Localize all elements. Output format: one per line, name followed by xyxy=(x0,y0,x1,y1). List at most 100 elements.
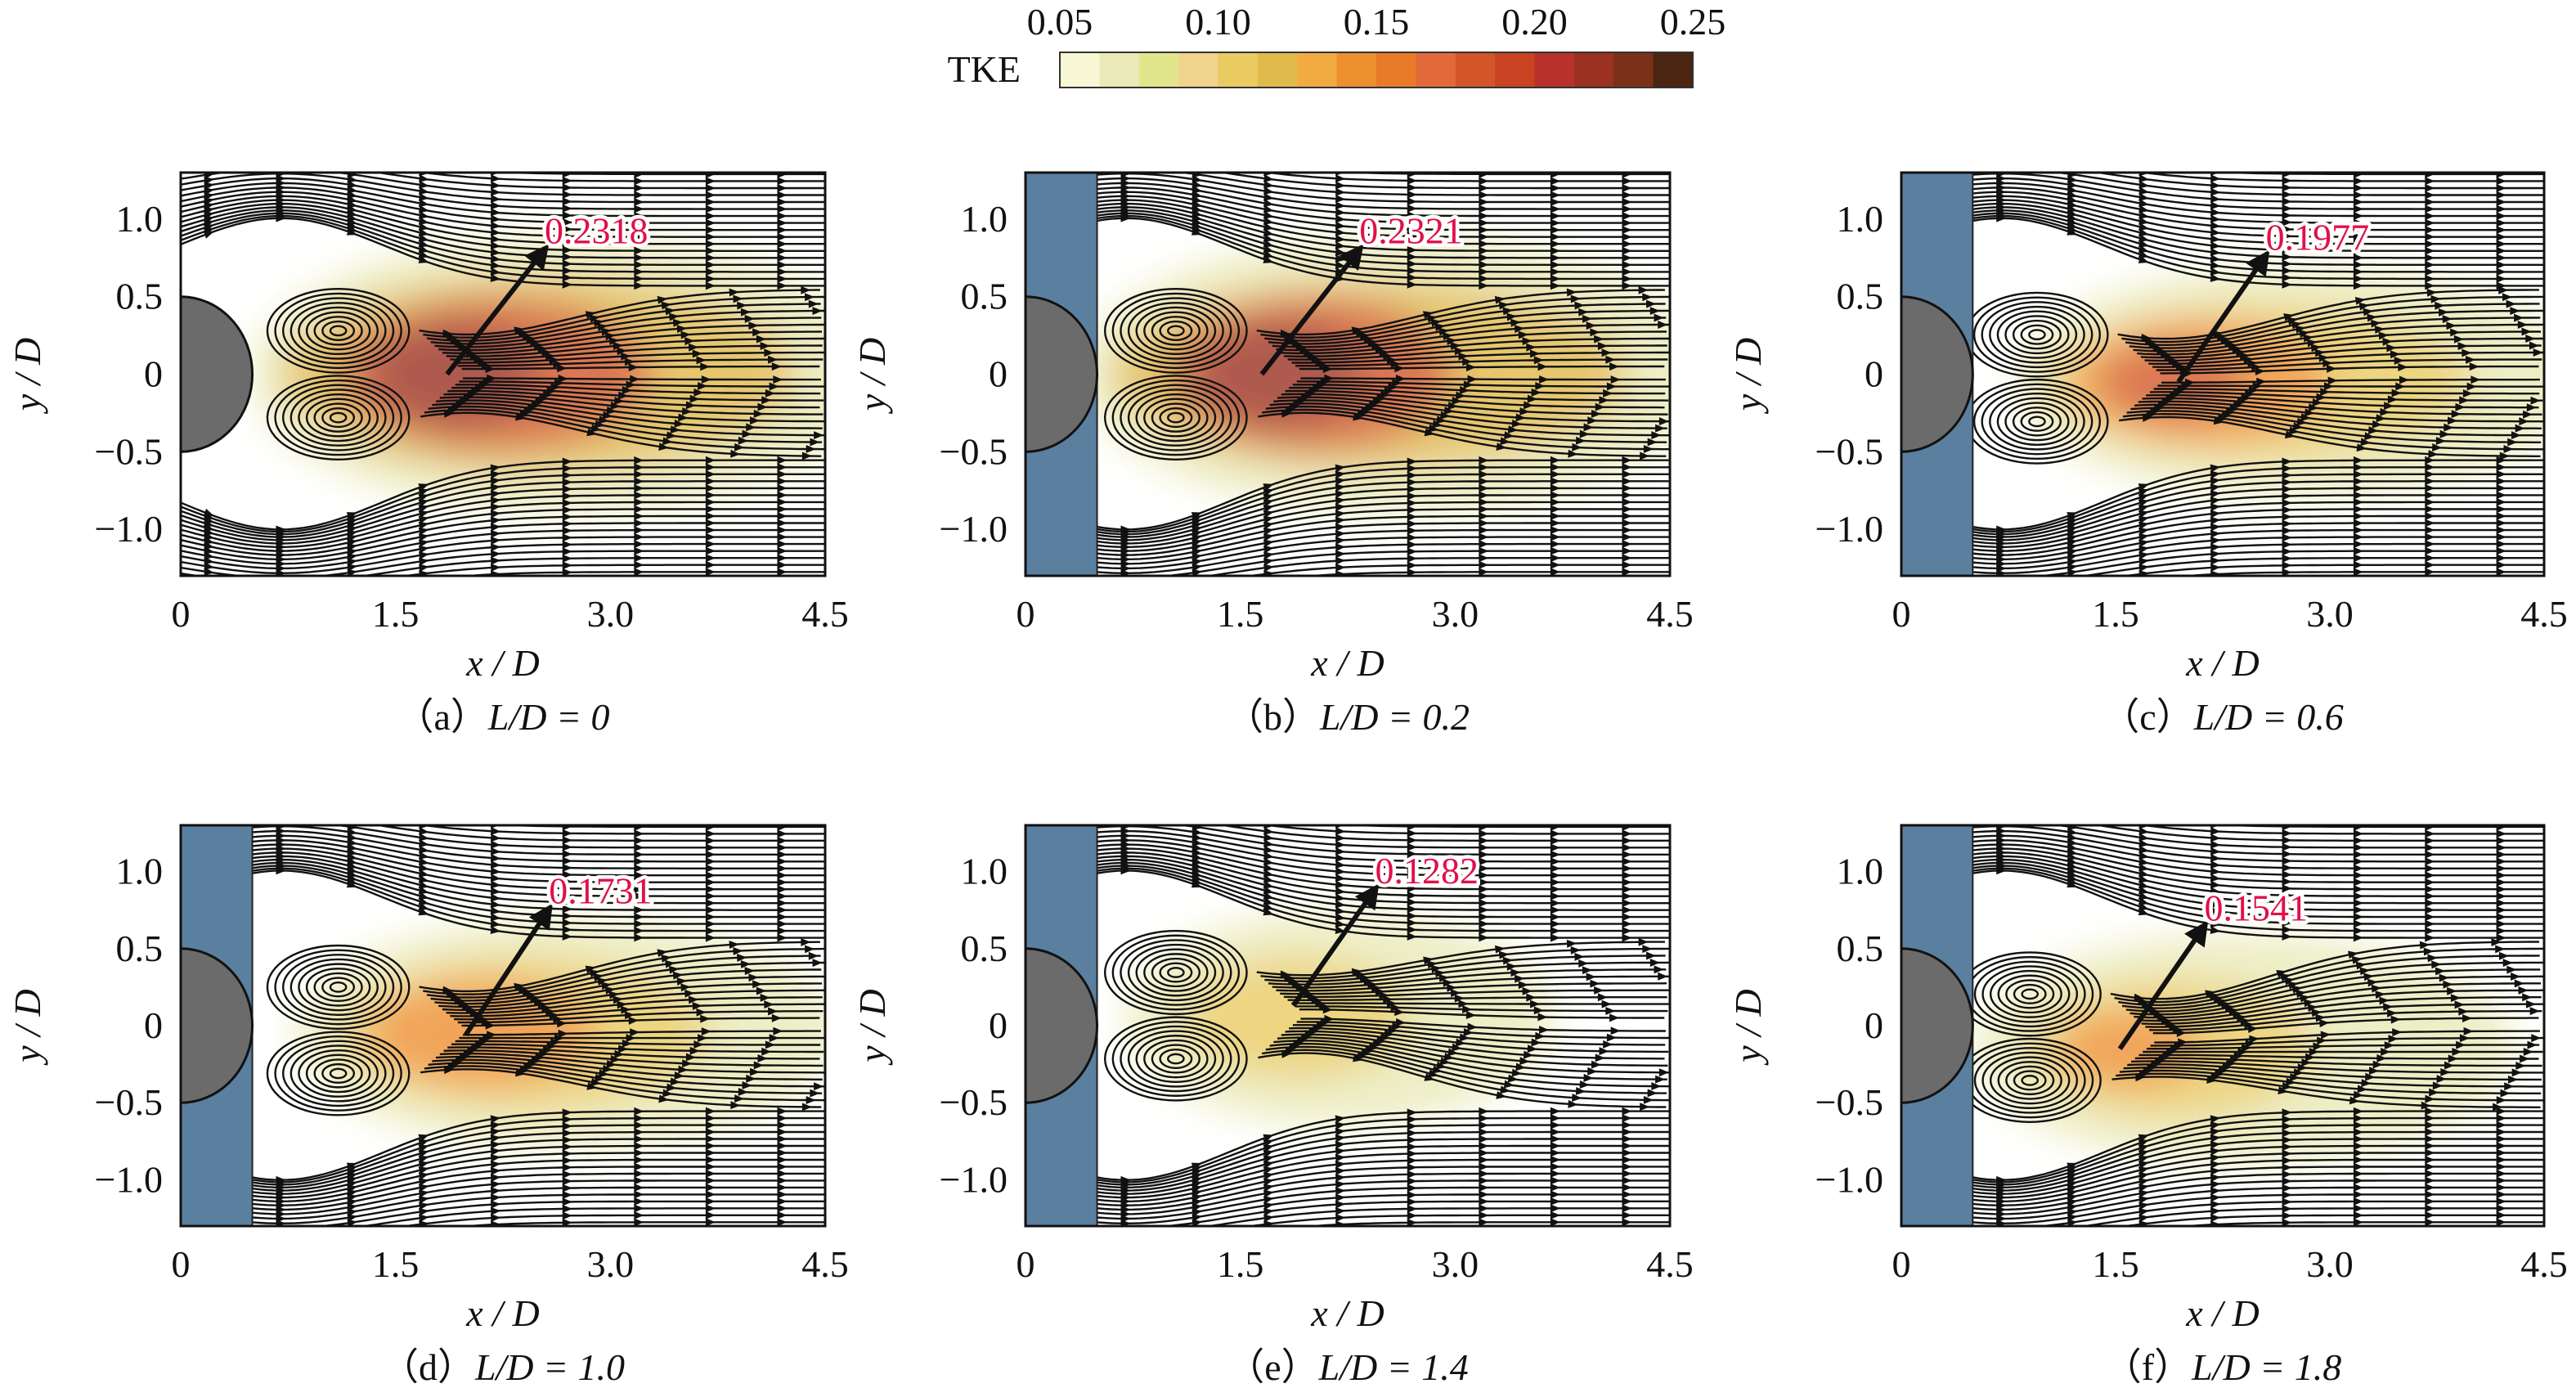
streamline-arrow xyxy=(2466,355,2476,364)
x-axis-label: x / D xyxy=(2185,1292,2259,1334)
streamline-arrow xyxy=(1498,950,1510,959)
streamline-arrow xyxy=(2353,267,2363,276)
streamline-arrow xyxy=(700,1014,711,1023)
streamline xyxy=(1025,858,1670,911)
streamline xyxy=(1273,1040,1667,1080)
streamline-arrow xyxy=(2439,973,2449,982)
streamline-arrow xyxy=(1386,999,1397,1008)
streamline-arrow xyxy=(1263,1184,1274,1193)
streamline xyxy=(1256,289,1665,336)
streamline-arrow xyxy=(734,442,745,451)
streamline-arrow xyxy=(1371,342,1381,350)
streamline xyxy=(1025,550,1670,576)
vortex-streamline xyxy=(1151,1044,1200,1074)
streamline xyxy=(2114,947,2543,1004)
streamline-arrow xyxy=(1640,451,1650,460)
streamline-arrow xyxy=(2353,1218,2363,1226)
streamline-arrow xyxy=(2425,497,2435,506)
streamline-arrow xyxy=(777,857,788,866)
streamline-arrow xyxy=(2067,1162,2078,1170)
streamline-arrow xyxy=(777,1211,788,1220)
streamline-arrow xyxy=(2447,986,2457,995)
streamline-arrow xyxy=(634,885,644,894)
streamline-arrow xyxy=(490,516,501,525)
streamline-arrow xyxy=(701,375,711,384)
streamline xyxy=(1025,839,1670,877)
streamline-arrow xyxy=(2210,241,2221,250)
streamline-arrow xyxy=(777,871,788,880)
streamline xyxy=(1268,309,1670,345)
streamline xyxy=(1025,1207,1670,1226)
streamline-arrow xyxy=(1479,1114,1489,1123)
streamline-arrow xyxy=(276,149,286,157)
streamline xyxy=(2137,989,2544,1022)
streamline-arrow xyxy=(1121,595,1131,604)
streamline-arrow xyxy=(1435,1061,1447,1070)
streamline-arrow xyxy=(1622,173,1632,178)
streamline-arrow xyxy=(1335,919,1346,928)
streamline-arrow xyxy=(2138,1166,2149,1175)
streamline-arrow xyxy=(2235,348,2246,357)
streamlines xyxy=(1901,825,2544,1235)
vortex-streamline xyxy=(1997,974,2062,1014)
streamline-arrow xyxy=(634,926,644,935)
streamline-arrow xyxy=(2463,1026,2474,1035)
streamline-arrow xyxy=(1622,554,1632,563)
streamline-arrow xyxy=(1335,181,1346,190)
streamline-arrow xyxy=(490,241,501,250)
vortex-streamline xyxy=(2013,983,2047,1004)
streamline-arrow xyxy=(1603,1040,1613,1049)
streamline-arrow xyxy=(1550,1128,1560,1137)
streamline-arrow xyxy=(2210,1227,2220,1235)
streamline-arrow xyxy=(634,919,644,928)
streamline-arrow xyxy=(1479,183,1489,192)
colorbar-swatch xyxy=(1336,52,1377,88)
streamline-arrow xyxy=(2496,885,2506,894)
streamline-arrow xyxy=(705,218,716,227)
streamline-arrow xyxy=(2353,1183,2363,1192)
plot-frame xyxy=(1024,824,1672,1228)
streamline xyxy=(1264,303,1666,342)
streamline xyxy=(1025,557,1670,576)
streamline-arrow xyxy=(2360,438,2371,447)
streamline-arrow xyxy=(1550,540,1560,549)
streamline-arrow xyxy=(705,1121,716,1130)
streamline-arrow xyxy=(634,177,644,186)
x-tick-label: 3.0 xyxy=(587,1243,635,1285)
streamline-arrow xyxy=(634,240,644,249)
streamline-arrow xyxy=(2138,532,2149,541)
streamline-arrow xyxy=(2282,259,2292,268)
streamline-arrow xyxy=(418,483,429,492)
streamline-arrow xyxy=(490,208,501,217)
streamline-arrow xyxy=(419,173,429,177)
streamline-arrow xyxy=(617,347,627,356)
streamline-arrow xyxy=(545,352,555,361)
streamline-arrow xyxy=(562,856,572,865)
streamline xyxy=(181,851,825,897)
streamline xyxy=(2125,303,2540,346)
streamline-arrow xyxy=(1479,212,1489,221)
streamline-arrow xyxy=(2496,1162,2506,1171)
streamline-arrow xyxy=(705,1162,716,1171)
streamline-arrow xyxy=(562,884,572,893)
streamline-arrow xyxy=(2425,1121,2435,1130)
streamline-arrow xyxy=(1550,177,1560,186)
streamline-arrow xyxy=(2314,348,2325,357)
streamline-arrow xyxy=(1550,1121,1560,1130)
streamline-arrow xyxy=(1335,556,1346,565)
streamline-arrow xyxy=(1435,416,1447,424)
vortex-streamline xyxy=(1996,397,2078,446)
streamline-arrow xyxy=(2514,979,2524,988)
y-axis-label: y / D xyxy=(7,338,48,414)
streamline-arrow xyxy=(1622,483,1632,492)
streamline-arrow xyxy=(626,380,636,389)
streamline-arrow xyxy=(2210,1160,2221,1169)
streamline-arrow xyxy=(2496,274,2506,283)
streamline-arrow xyxy=(2496,568,2506,576)
streamline-arrow xyxy=(2282,1115,2292,1124)
streamline-arrow xyxy=(2431,443,2443,452)
streamline-arrow xyxy=(2496,463,2506,472)
streamline xyxy=(1901,522,2544,561)
streamline-arrow xyxy=(2247,1025,2259,1034)
streamline-arrow xyxy=(705,1148,716,1157)
